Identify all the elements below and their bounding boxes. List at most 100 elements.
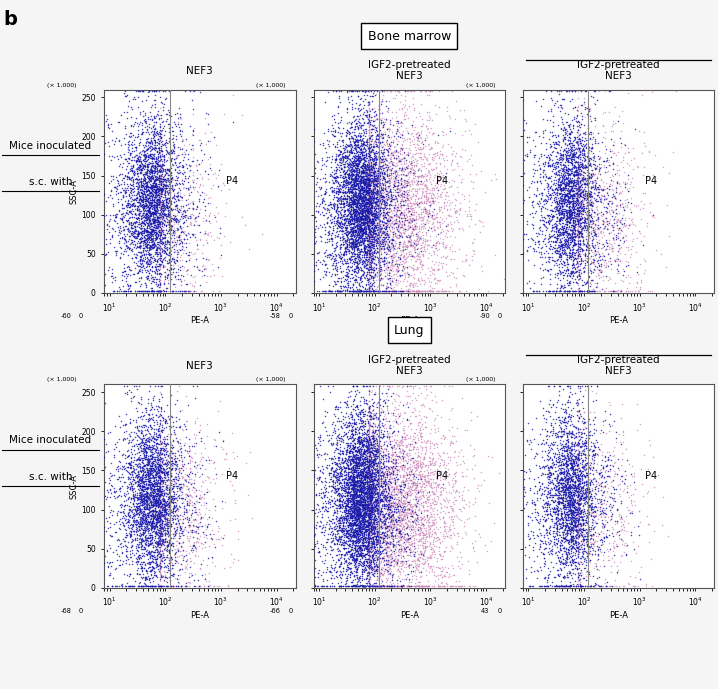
Point [405,140,416,151]
Point [345,202,357,213]
Point [404,159,416,170]
Point [364,574,376,585]
Point [149,179,160,190]
Point [551,231,562,242]
Point [353,543,364,554]
Point [201,520,213,531]
Point [591,173,602,184]
Point [363,494,375,505]
Point [595,254,606,265]
Point [154,234,166,245]
Point [180,256,192,267]
Point [350,252,361,263]
Point [363,172,375,183]
Point [360,555,372,566]
Point [616,475,628,486]
Point [586,581,597,592]
Point [328,245,340,256]
Point [384,475,396,486]
Point [420,229,432,240]
Point [100,195,111,206]
Point [391,555,402,566]
Point [362,100,373,111]
Point [142,511,154,522]
Point [358,528,369,539]
Point [164,219,175,230]
Point [370,484,381,495]
Point [363,146,375,157]
Point [118,286,129,297]
Point [569,207,580,218]
Point [371,251,383,263]
Point [597,210,608,221]
Point [352,183,363,194]
Point [564,238,576,249]
Point [349,453,360,464]
Point [160,491,172,502]
Point [579,464,590,475]
Point [569,203,581,214]
Point [400,533,411,544]
Point [363,176,375,187]
Point [159,175,171,186]
Point [355,494,366,505]
Point [356,170,368,181]
Point [363,489,375,500]
Point [549,197,561,208]
Point [147,542,159,553]
Point [344,439,355,450]
Point [360,167,372,178]
Point [378,511,390,522]
Point [571,256,582,267]
Point [174,185,186,196]
Point [138,286,149,297]
Point [364,155,376,166]
Point [586,234,597,245]
Point [559,472,571,483]
Point [394,488,406,499]
Point [363,240,375,251]
Point [391,524,403,535]
Point [366,447,378,458]
Point [559,208,570,219]
Point [388,457,399,468]
Point [572,121,583,132]
Point [448,254,460,265]
Point [144,581,156,592]
Point [117,225,129,236]
Point [430,541,442,552]
Point [154,485,165,496]
Point [543,508,554,520]
Point [171,107,182,119]
Point [368,172,380,183]
Point [422,528,434,539]
Point [167,225,179,236]
Point [439,570,450,582]
Point [340,281,351,292]
Point [563,85,574,96]
Point [367,480,378,491]
Point [431,473,442,484]
Point [348,151,359,162]
Point [567,234,578,245]
Point [389,489,401,500]
Point [582,500,594,511]
Point [375,201,386,212]
Point [356,573,368,584]
Point [125,511,136,522]
Point [635,276,647,287]
Point [388,241,399,252]
Point [396,462,408,473]
Point [414,197,426,208]
Point [149,466,161,477]
Point [359,581,370,592]
Point [353,435,364,446]
Point [334,428,345,439]
Point [544,466,556,477]
Point [561,469,573,480]
Point [363,522,375,533]
Point [350,490,361,501]
Point [573,191,584,202]
Point [178,204,190,215]
Point [170,422,182,433]
